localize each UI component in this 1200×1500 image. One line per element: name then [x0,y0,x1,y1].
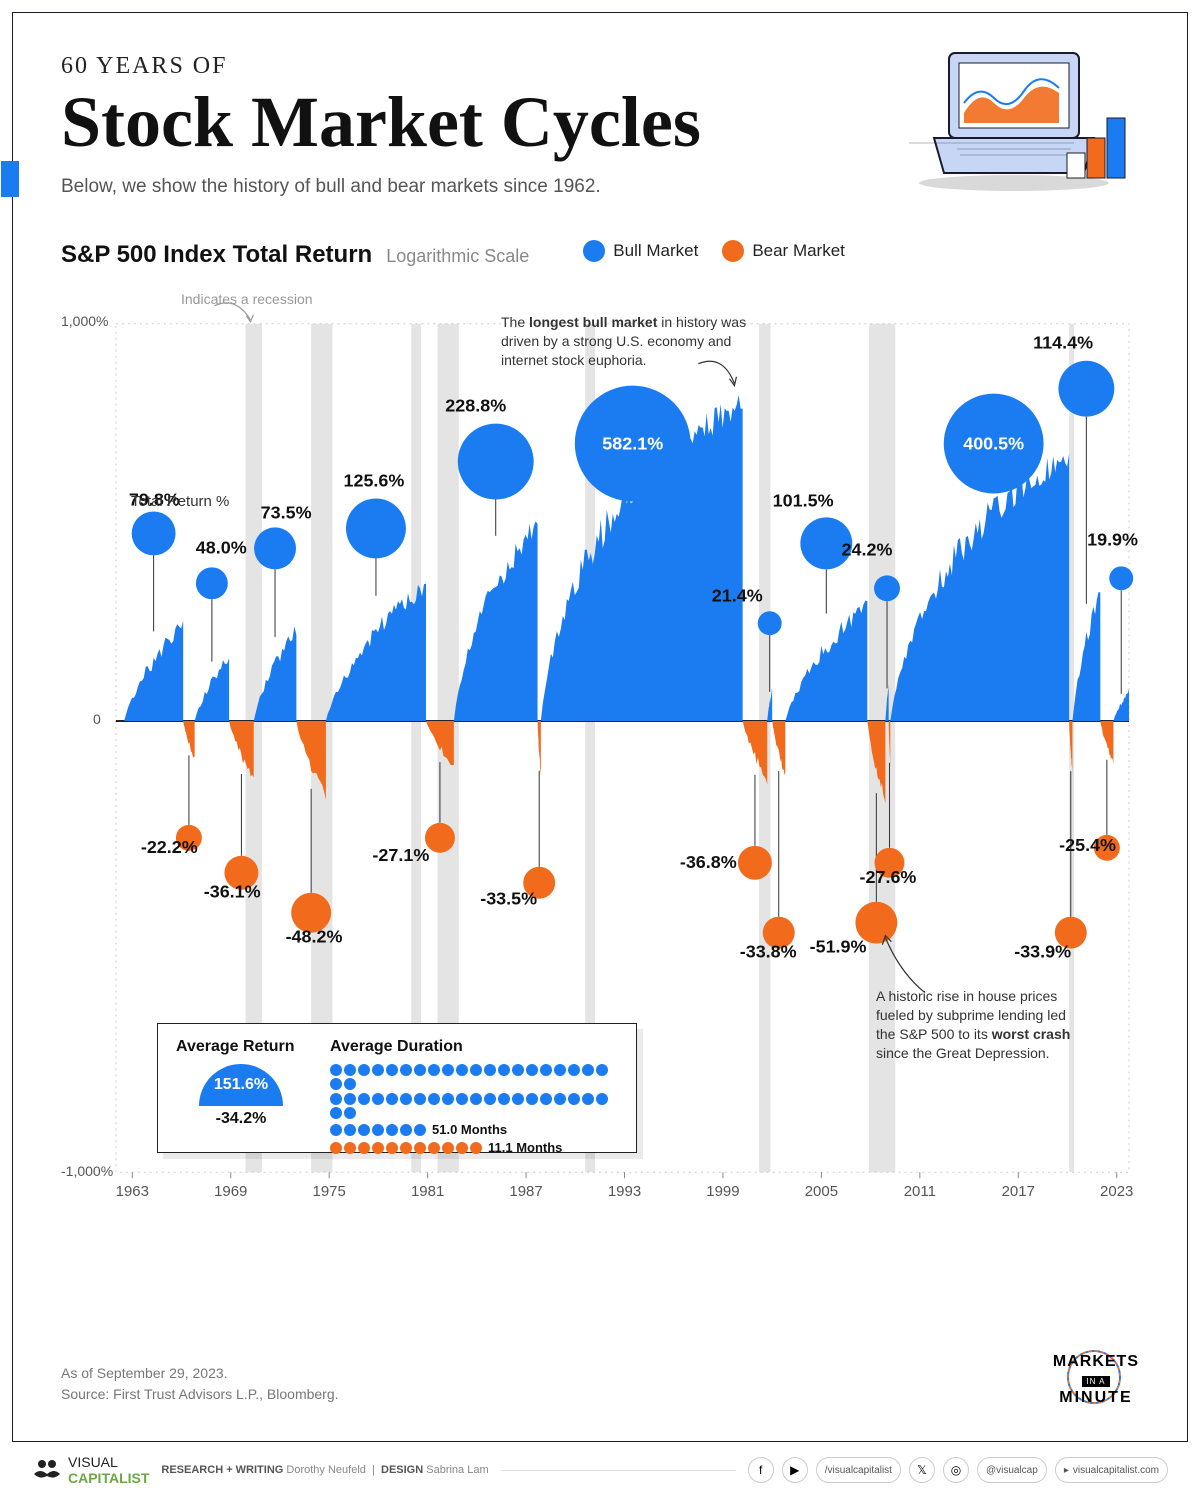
svg-text:21.4%: 21.4% [712,585,763,605]
svg-text:-22.2%: -22.2% [141,837,198,857]
y-bot: -1,000% [61,1163,113,1179]
svg-text:1969: 1969 [214,1183,247,1200]
vc-logo: VISUAL CAPITALIST [32,1454,149,1486]
social-url[interactable]: ▸ visualcapitalist.com [1055,1457,1168,1483]
legend: Bull Market Bear Market [583,240,845,262]
svg-text:1963: 1963 [116,1183,149,1200]
annotation-bull: The longest bull market in history was d… [501,313,781,370]
chart-title: S&P 500 Index Total Return [61,241,372,269]
social-links: f ▶ /visualcapitalist 𝕏 ◎ @visualcap ▸ v… [748,1457,1168,1483]
ml-bot: MINUTE [1053,1389,1139,1407]
ml-top: MARKETS [1053,1353,1139,1371]
credits: RESEARCH + WRITING Dorothy Neufeld | DES… [161,1464,488,1476]
svg-text:73.5%: 73.5% [261,502,312,522]
svg-text:2011: 2011 [904,1183,936,1200]
legend-bear: Bear Market [722,240,845,262]
averages-box: Average Return 151.6% -34.2% Average Dur… [157,1023,637,1153]
svg-text:-27.1%: -27.1% [372,845,429,865]
footer: VISUAL CAPITALIST RESEARCH + WRITING Dor… [12,1442,1188,1498]
chart-scale-label: Logarithmic Scale [386,246,529,267]
svg-text:101.5%: 101.5% [773,490,834,510]
legend-bull: Bull Market [583,240,698,262]
svg-text:125.6%: 125.6% [343,470,404,490]
svg-text:582.1%: 582.1% [602,434,663,454]
header: 60 YEARS OF Stock Market Cycles Below, w… [61,53,1139,198]
legend-bull-label: Bull Market [613,241,698,261]
laptop-icon [909,43,1129,203]
svg-text:-33.9%: -33.9% [1014,942,1071,962]
footnote-source: Source: First Trust Advisors L.P., Bloom… [61,1384,339,1405]
avg-bull-return: 151.6% [199,1064,283,1106]
brand2: CAPITALIST [68,1470,149,1486]
chart-header: S&P 500 Index Total Return Logarithmic S… [61,240,1139,269]
footnote-date: As of September 29, 2023. [61,1363,339,1384]
svg-text:2005: 2005 [805,1183,838,1200]
y-zero: 0 [93,711,101,727]
svg-text:-25.4%: -25.4% [1059,835,1116,855]
annotation-bear: A historic rise in house prices fueled b… [876,987,1086,1063]
bull-dot-icon [583,240,605,262]
svg-text:19.9%: 19.9% [1087,529,1138,549]
svg-text:-48.2%: -48.2% [286,927,343,947]
svg-text:-33.5%: -33.5% [480,889,537,909]
svg-text:2023: 2023 [1100,1183,1133,1200]
brand1: VISUAL [68,1454,149,1470]
avg-return-col: Average Return 151.6% -34.2% [176,1038,306,1138]
svg-text:1975: 1975 [313,1183,346,1200]
footnote: As of September 29, 2023. Source: First … [61,1363,339,1405]
svg-text:228.8%: 228.8% [445,396,506,416]
svg-text:-36.8%: -36.8% [680,852,737,872]
page: 60 YEARS OF Stock Market Cycles Below, w… [0,0,1200,1500]
youtube-icon[interactable]: ▶ [782,1457,808,1483]
social-handle-2[interactable]: @visualcap [977,1457,1047,1483]
avg-bear-return: -34.2% [176,1110,306,1128]
svg-text:114.4%: 114.4% [1033,333,1093,353]
ml-mid: IN A [1082,1376,1109,1387]
bear-duration-dots: 11.1 Months [330,1140,618,1155]
avg-duration-col: Average Duration 51.0 Months 11.1 Months [330,1038,618,1138]
accent-bar [1,161,19,197]
x-icon[interactable]: 𝕏 [909,1457,935,1483]
instagram-icon[interactable]: ◎ [943,1457,969,1483]
chart-area: 1963 1969 1975 1981 1987 1993 1999 2005 2011 2017… [61,293,1139,1213]
markets-minute-logo: MARKETS IN A MINUTE [1053,1353,1139,1407]
svg-text:-51.9%: -51.9% [810,937,867,957]
footer-divider [501,1470,736,1471]
svg-text:-27.6%: -27.6% [860,867,917,887]
bull-duration-dots: 51.0 Months [330,1064,618,1137]
svg-text:24.2%: 24.2% [842,539,893,559]
svg-text:-33.8%: -33.8% [740,942,797,962]
mustache-icon [32,1458,62,1482]
svg-text:2017: 2017 [1002,1183,1035,1200]
avg-return-label: Average Return [176,1038,306,1056]
svg-text:-36.1%: -36.1% [204,882,261,902]
svg-text:1993: 1993 [608,1183,641,1200]
social-handle-1[interactable]: /visualcapitalist [816,1457,901,1483]
total-return-label: Total Return % [131,493,229,510]
svg-text:1981: 1981 [411,1183,444,1200]
avg-duration-label: Average Duration [330,1038,618,1056]
bear-dot-icon [722,240,744,262]
y-top: 1,000% [61,313,108,329]
legend-bear-label: Bear Market [752,241,845,261]
svg-text:1987: 1987 [509,1183,542,1200]
svg-text:48.0%: 48.0% [196,537,247,557]
svg-text:1999: 1999 [706,1183,739,1200]
inner-frame: 60 YEARS OF Stock Market Cycles Below, w… [12,12,1188,1442]
svg-text:400.5%: 400.5% [963,434,1024,454]
recession-label: Indicates a recession [181,291,313,307]
facebook-icon[interactable]: f [748,1457,774,1483]
